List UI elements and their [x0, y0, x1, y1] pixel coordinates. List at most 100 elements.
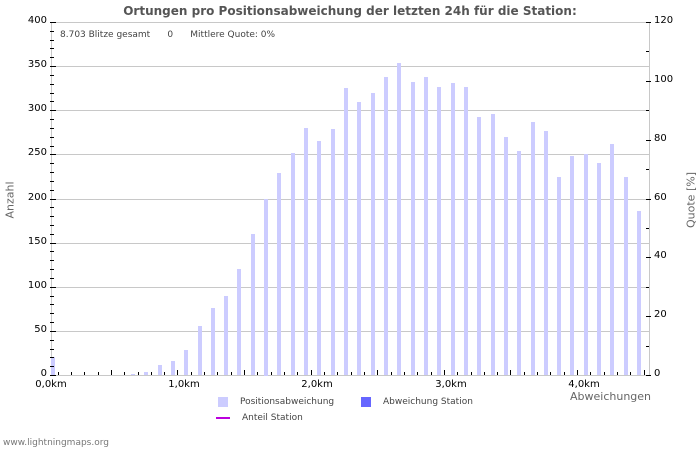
x-tick	[204, 372, 205, 375]
y-tick-left	[50, 216, 54, 217]
y-tick-left	[50, 57, 54, 58]
y-tick-right	[646, 316, 651, 317]
bar	[597, 163, 601, 375]
gridline	[51, 199, 650, 200]
x-tick	[417, 372, 418, 375]
x-tick	[564, 372, 565, 375]
bar	[251, 234, 255, 375]
bar	[544, 131, 548, 375]
x-tick	[257, 372, 258, 375]
x-tick	[524, 372, 525, 375]
y-tick-left	[50, 190, 54, 191]
bar	[131, 374, 135, 375]
y-tick-left	[50, 75, 54, 76]
x-tick	[471, 372, 472, 375]
y-tick-right	[646, 51, 649, 52]
x-tick	[84, 372, 85, 375]
y-tick-label-right: 20	[654, 309, 667, 320]
y-tick-left	[50, 251, 54, 252]
y-tick-label-right: 0	[654, 368, 661, 379]
legend-item-positionsabweichung: Positionsabweichung	[218, 397, 334, 407]
bar	[504, 137, 508, 375]
y-tick-left	[50, 304, 54, 305]
y-tick-label-right: 120	[654, 15, 674, 26]
x-tick-label: 1,0km	[168, 379, 200, 390]
bar	[451, 83, 455, 375]
y-axis-left-label: Anzahl	[3, 181, 17, 219]
x-tick	[644, 370, 645, 375]
x-tick	[244, 370, 245, 375]
footer-site-link[interactable]: www.lightningmaps.org	[3, 438, 109, 448]
y-tick-label-left: 300	[27, 103, 47, 114]
bar	[610, 144, 614, 375]
y-tick-left	[50, 340, 54, 341]
y-tick-left	[50, 66, 56, 67]
y-tick-left	[50, 243, 56, 244]
legend-item-abweichung-station: Abweichung Station	[361, 397, 473, 407]
plot-area	[51, 22, 650, 375]
y-tick-label-left: 100	[27, 280, 47, 291]
gridline	[51, 110, 650, 111]
gridline	[51, 287, 650, 288]
y-tick-label-right: 60	[654, 192, 667, 203]
y-tick-left	[50, 296, 54, 297]
y-tick-label-left: 400	[27, 15, 47, 26]
x-tick	[457, 372, 458, 375]
x-tick	[324, 372, 325, 375]
bar	[424, 77, 428, 375]
x-tick	[537, 372, 538, 375]
y-tick-label-left: 350	[27, 59, 47, 70]
bar	[570, 156, 574, 375]
x-tick	[217, 372, 218, 375]
x-tick	[431, 372, 432, 375]
x-tick	[550, 372, 551, 375]
bar	[464, 87, 468, 375]
x-tick	[630, 372, 631, 375]
x-tick	[151, 372, 152, 375]
legend-label: Positionsabweichung	[240, 397, 335, 407]
x-tick	[177, 370, 178, 375]
bar	[277, 173, 281, 375]
x-tick	[484, 372, 485, 375]
bar	[144, 372, 148, 375]
x-tick	[337, 372, 338, 375]
y-tick-left	[50, 260, 54, 261]
bar	[291, 153, 295, 375]
y-tick-left	[50, 137, 54, 138]
bar	[637, 211, 641, 375]
y-tick-right	[646, 140, 651, 141]
y-tick-left	[50, 172, 54, 173]
x-axis-label: Abweichungen	[570, 390, 652, 403]
gridline	[51, 243, 650, 244]
stats-total: 8.703 Blitze gesamt	[60, 30, 151, 40]
y-tick-label-left: 0	[40, 368, 47, 379]
y-tick-label-right: 80	[654, 133, 667, 144]
y-tick-right	[646, 22, 651, 23]
y-tick-left	[50, 31, 54, 32]
bar	[158, 365, 162, 375]
bar	[198, 326, 202, 375]
x-tick-label: 0,0km	[35, 379, 67, 390]
y-tick-left	[50, 163, 54, 164]
bar	[517, 151, 521, 375]
y-tick-left	[50, 357, 54, 358]
x-tick-label: 2,0km	[301, 379, 333, 390]
y-tick-left	[50, 93, 54, 94]
y-tick-left	[50, 40, 54, 41]
x-tick	[311, 370, 312, 375]
x-tick	[231, 372, 232, 375]
y-tick-left	[50, 375, 56, 376]
y-tick-left	[50, 101, 54, 102]
y-tick-left	[50, 366, 54, 367]
y-tick-left	[50, 349, 54, 350]
bar	[331, 129, 335, 375]
y-tick-left	[50, 322, 54, 323]
bar	[411, 82, 415, 375]
bar	[384, 77, 388, 375]
y-tick-label-left: 250	[27, 147, 47, 158]
y-tick-right	[646, 110, 649, 111]
x-tick	[497, 372, 498, 375]
bar	[317, 141, 321, 375]
x-tick	[604, 372, 605, 375]
y-tick-left	[50, 110, 56, 111]
